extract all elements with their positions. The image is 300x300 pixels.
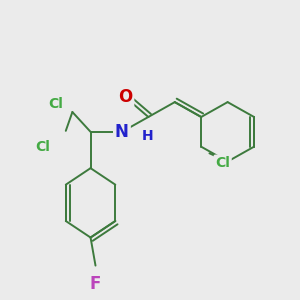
Text: Cl: Cl	[35, 140, 50, 154]
Text: Cl: Cl	[215, 156, 230, 170]
Text: Cl: Cl	[48, 98, 63, 111]
Text: N: N	[115, 123, 129, 141]
Text: F: F	[90, 275, 101, 293]
Text: H: H	[142, 129, 153, 143]
Text: O: O	[118, 88, 132, 106]
